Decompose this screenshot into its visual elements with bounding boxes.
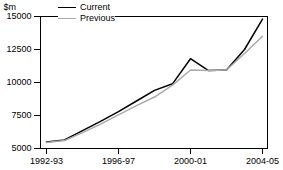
svg-text:5000: 5000 <box>11 143 31 153</box>
svg-text:1996-97: 1996-97 <box>102 156 135 166</box>
html-text:Current: Current <box>80 2 110 12</box>
html-text:Previous: Previous <box>80 13 115 23</box>
svg-text:1992-93: 1992-93 <box>30 156 63 166</box>
svg-text:2004-05: 2004-05 <box>246 156 279 166</box>
svg-text:12500: 12500 <box>6 44 31 54</box>
svg-text:15000: 15000 <box>6 11 31 21</box>
svg-text:$m: $m <box>4 2 17 12</box>
svg-text:2000-01: 2000-01 <box>174 156 207 166</box>
svg-text:10000: 10000 <box>6 77 31 87</box>
svg-text:7500: 7500 <box>11 110 31 120</box>
